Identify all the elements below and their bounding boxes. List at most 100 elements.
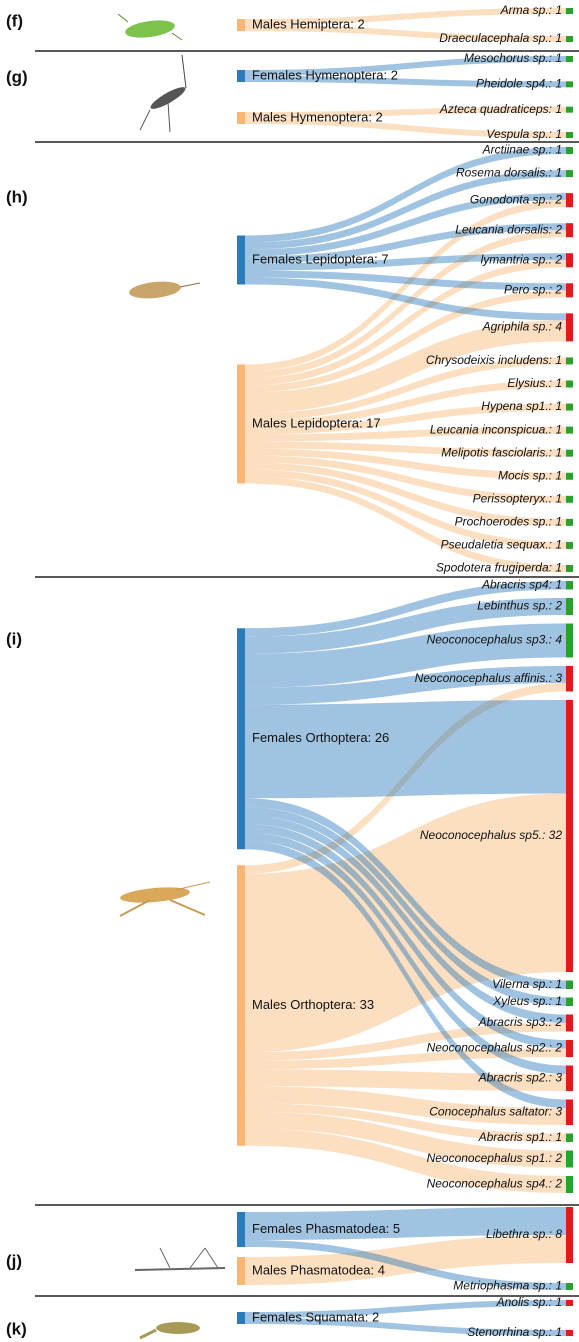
flow-link bbox=[245, 700, 566, 798]
target-node bbox=[566, 1134, 573, 1143]
target-node bbox=[566, 1151, 573, 1168]
target-label: Draeculacephala sp.: 1 bbox=[439, 31, 562, 45]
target-label: Metriophasma sp.: 1 bbox=[453, 1279, 562, 1293]
panel-label: (f) bbox=[6, 11, 23, 30]
target-label: Vilerna sp.: 1 bbox=[492, 977, 562, 991]
source-node bbox=[237, 865, 245, 1146]
specimen-images bbox=[118, 14, 225, 1338]
lepidoptera-image bbox=[128, 279, 200, 300]
target-node bbox=[566, 1066, 573, 1092]
target-node bbox=[566, 1100, 573, 1126]
target-node bbox=[566, 1015, 573, 1032]
target-node bbox=[566, 427, 573, 434]
target-node bbox=[566, 565, 573, 572]
source-node bbox=[237, 628, 245, 849]
target-label: Azteca quadraticeps: 1 bbox=[439, 102, 562, 116]
target-node bbox=[566, 1300, 573, 1306]
target-label: Neoconocephalus sp5.: 32 bbox=[420, 828, 562, 842]
target-node bbox=[566, 496, 573, 503]
source-label: Females Phasmatodea: 5 bbox=[252, 1221, 400, 1236]
source-node bbox=[237, 70, 245, 82]
target-label: Neoconocephalus sp4.: 2 bbox=[427, 1177, 563, 1191]
target-node bbox=[566, 223, 573, 237]
source-label: Males Phasmatodea: 4 bbox=[252, 1262, 385, 1277]
source-label: Females Hymenoptera: 2 bbox=[252, 67, 398, 82]
target-node bbox=[566, 381, 573, 388]
orthoptera-image bbox=[120, 882, 210, 916]
target-label: Neoconocephalus sp3.: 4 bbox=[427, 633, 563, 647]
target-label: Neoconocephalus affinis.: 3 bbox=[415, 671, 563, 685]
source-label: Females Lepidoptera: 7 bbox=[252, 251, 389, 266]
target-node bbox=[566, 81, 573, 87]
target-node bbox=[566, 36, 573, 42]
target-node bbox=[566, 981, 573, 990]
target-node bbox=[566, 998, 573, 1007]
target-node bbox=[566, 283, 573, 297]
target-node bbox=[566, 8, 573, 14]
target-label: Abracris sp3.: 2 bbox=[478, 1015, 563, 1029]
target-label: Agriphila sp.: 4 bbox=[482, 320, 563, 334]
source-node bbox=[237, 236, 245, 285]
target-node bbox=[566, 519, 573, 526]
target-label: Abracris sp1.: 1 bbox=[478, 1130, 562, 1144]
target-label: Rosema dorsalis.: 1 bbox=[456, 166, 562, 180]
target-label: Pero sp.: 2 bbox=[504, 282, 562, 296]
panel-label: (j) bbox=[6, 1251, 22, 1270]
target-label: Lebinthus sp.: 2 bbox=[477, 599, 562, 613]
target-node bbox=[566, 313, 573, 341]
target-label: Elysius.: 1 bbox=[507, 376, 562, 390]
source-node bbox=[237, 1312, 245, 1324]
panel-label: (k) bbox=[6, 1319, 27, 1338]
target-label: lymantria sp.: 2 bbox=[481, 252, 563, 266]
target-node bbox=[566, 598, 573, 615]
target-label: Mesochorus sp.: 1 bbox=[464, 51, 562, 65]
target-label: Abracris sp4: 1 bbox=[481, 577, 562, 591]
source-node bbox=[237, 1212, 245, 1247]
source-label: Females Orthoptera: 26 bbox=[252, 730, 389, 745]
target-node bbox=[566, 253, 573, 267]
target-node bbox=[566, 700, 573, 972]
target-node bbox=[566, 581, 573, 590]
target-node bbox=[566, 170, 573, 177]
target-label: Mocis sp.: 1 bbox=[498, 468, 562, 482]
target-node bbox=[566, 473, 573, 480]
target-label: Stenorrhina sp.: 1 bbox=[467, 1325, 562, 1339]
target-label: Libethra sp.: 8 bbox=[486, 1227, 562, 1241]
target-label: Vespula sp.: 1 bbox=[486, 127, 562, 141]
target-node bbox=[566, 624, 573, 658]
target-label: Abracris sp2.: 3 bbox=[478, 1070, 563, 1084]
source-node bbox=[237, 365, 245, 484]
target-node bbox=[566, 404, 573, 411]
figure: (f) Arma sp.: 1 Draeculacephala sp.: 1 Male… bbox=[0, 0, 579, 1342]
target-label: Anolis sp.: 1 bbox=[496, 1295, 562, 1309]
target-node bbox=[566, 193, 573, 207]
source-label: Males Lepidoptera: 17 bbox=[252, 415, 381, 430]
target-label: Neoconocephalus sp2.: 2 bbox=[427, 1041, 563, 1055]
target-label: Leucania inconspicua.: 1 bbox=[430, 422, 562, 436]
panel-label: (h) bbox=[6, 187, 28, 206]
source-label: Males Orthoptera: 33 bbox=[252, 997, 374, 1012]
target-node bbox=[566, 666, 573, 692]
target-node bbox=[566, 1176, 573, 1193]
target-node bbox=[566, 147, 573, 154]
hemiptera-image bbox=[118, 14, 182, 40]
target-node bbox=[566, 357, 573, 364]
source-label: Males Hemiptera: 2 bbox=[252, 16, 365, 31]
source-label: Females Squamata: 2 bbox=[252, 1309, 379, 1324]
target-node bbox=[566, 542, 573, 549]
target-label: Prochoerodes sp.: 1 bbox=[455, 515, 562, 529]
target-label: Pheidole sp4.: 1 bbox=[476, 77, 562, 91]
source-node bbox=[237, 19, 245, 31]
target-label: Arma sp.: 1 bbox=[500, 3, 562, 17]
target-label: Chrysodeixis includens: 1 bbox=[426, 353, 562, 367]
target-label: Arctiinae sp.: 1 bbox=[482, 143, 562, 157]
target-node bbox=[566, 107, 573, 113]
target-node bbox=[566, 132, 573, 138]
hymenoptera-image bbox=[140, 55, 188, 132]
target-label: Hypena sp1.: 1 bbox=[481, 399, 562, 413]
target-label: Leucania dorsalis: 2 bbox=[455, 222, 562, 236]
panel-label: (g) bbox=[6, 67, 28, 86]
target-node bbox=[566, 1330, 573, 1336]
target-label: Perissopteryx.: 1 bbox=[473, 491, 562, 505]
source-node bbox=[237, 112, 245, 124]
